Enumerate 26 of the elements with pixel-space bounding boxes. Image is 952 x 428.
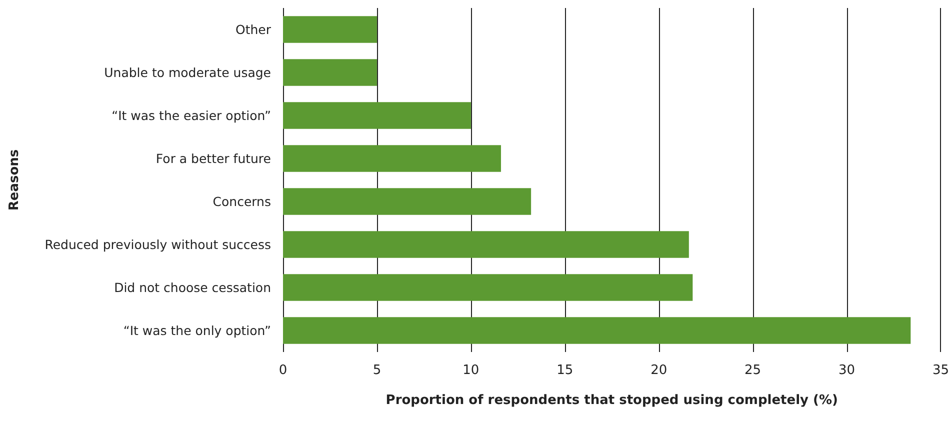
x-tick-label: 35 xyxy=(932,363,949,378)
y-tick-label: For a better future xyxy=(156,151,272,166)
y-tick-label: “It was the easier option” xyxy=(112,108,271,123)
x-tick-label: 15 xyxy=(556,363,574,378)
bar xyxy=(283,231,689,258)
x-tick-label: 0 xyxy=(278,363,288,378)
y-tick-label: Reduced previously without success xyxy=(44,237,271,252)
y-tick-label: Concerns xyxy=(212,194,271,209)
y-tick-label: Did not choose cessation xyxy=(114,280,271,295)
bar xyxy=(283,274,693,301)
x-tick-label: 10 xyxy=(462,363,480,378)
bar xyxy=(283,145,501,172)
y-tick-label: Unable to moderate usage xyxy=(104,65,272,80)
y-tick-label: Other xyxy=(236,22,272,37)
x-tick-label: 20 xyxy=(650,363,668,378)
x-tick-label: 30 xyxy=(838,363,856,378)
y-axis-title: Reasons xyxy=(7,149,22,211)
bar xyxy=(283,59,377,86)
x-tick-label: 5 xyxy=(372,363,382,378)
bar xyxy=(283,16,377,43)
bar xyxy=(283,102,471,129)
y-tick-label: “It was the only option” xyxy=(123,323,271,338)
x-axis-title: Proportion of respondents that stopped using completely (%) xyxy=(386,393,838,408)
x-tick-label: 25 xyxy=(744,363,762,378)
bar xyxy=(283,188,532,215)
bar xyxy=(283,317,911,344)
